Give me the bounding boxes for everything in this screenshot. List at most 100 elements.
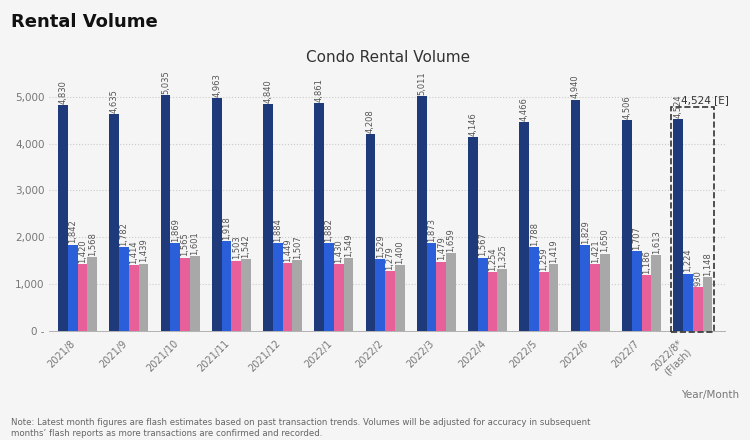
Bar [549, 264, 559, 331]
Text: 1,918: 1,918 [222, 216, 231, 240]
Bar [58, 105, 68, 331]
Bar [488, 272, 497, 331]
Bar [366, 134, 376, 331]
Text: 1,420: 1,420 [78, 240, 87, 263]
Text: 5,011: 5,011 [417, 71, 426, 95]
Text: 1,613: 1,613 [652, 231, 661, 254]
Text: 4,466: 4,466 [520, 97, 529, 121]
Text: 1,542: 1,542 [242, 234, 250, 257]
Text: 1,707: 1,707 [632, 226, 641, 250]
Bar [87, 257, 97, 331]
Text: 1,788: 1,788 [530, 222, 538, 246]
Bar [600, 253, 610, 331]
Text: 1,503: 1,503 [232, 236, 241, 259]
Text: 1,882: 1,882 [325, 218, 334, 242]
Text: 4,840: 4,840 [263, 79, 272, 103]
Text: 1,325: 1,325 [498, 244, 507, 268]
Bar [324, 243, 334, 331]
Bar [530, 247, 539, 331]
Bar [693, 287, 703, 331]
Bar [160, 95, 170, 331]
Bar [683, 274, 693, 331]
Text: 1,279: 1,279 [386, 246, 394, 270]
Text: 1,507: 1,507 [292, 235, 302, 259]
Bar [283, 263, 292, 331]
Bar [386, 271, 395, 331]
Text: 1,659: 1,659 [446, 228, 455, 252]
Bar [292, 260, 302, 331]
Text: 4,524 [E]: 4,524 [E] [681, 95, 728, 106]
Bar [622, 120, 632, 331]
Text: 4,940: 4,940 [571, 75, 580, 99]
Bar [417, 96, 427, 331]
Bar [580, 245, 590, 331]
Text: 1,414: 1,414 [129, 240, 138, 264]
Bar [273, 243, 283, 331]
Bar [376, 259, 386, 331]
Bar [139, 264, 148, 331]
Bar [446, 253, 456, 331]
Text: 1,186: 1,186 [642, 250, 651, 274]
Bar [641, 275, 651, 331]
Bar [395, 265, 405, 331]
Text: Note: Latest month figures are flash estimates based on past transaction trends.: Note: Latest month figures are flash est… [11, 418, 591, 438]
Bar [241, 259, 250, 331]
Bar [212, 99, 221, 331]
Text: 1,601: 1,601 [190, 231, 200, 255]
Text: 1,430: 1,430 [334, 239, 344, 263]
Text: 1,565: 1,565 [181, 233, 190, 257]
Bar [478, 257, 488, 331]
Text: 1,884: 1,884 [273, 218, 282, 242]
Text: Year/Month: Year/Month [681, 390, 739, 400]
Bar [571, 99, 580, 331]
Text: 4,963: 4,963 [212, 73, 221, 97]
Text: 4,208: 4,208 [366, 109, 375, 133]
Text: 4,861: 4,861 [315, 78, 324, 102]
Bar [632, 251, 641, 331]
Text: 1,479: 1,479 [436, 237, 445, 260]
Text: 1,782: 1,782 [119, 223, 128, 246]
Bar [468, 137, 478, 331]
Text: 1,400: 1,400 [395, 241, 404, 264]
Text: 1,568: 1,568 [88, 232, 97, 257]
Text: 1,567: 1,567 [478, 232, 488, 257]
Text: 5,035: 5,035 [161, 70, 170, 94]
Bar [221, 241, 231, 331]
Bar [344, 258, 353, 331]
Bar [180, 258, 190, 331]
Text: 4,506: 4,506 [622, 95, 632, 119]
Text: 4,524: 4,524 [674, 94, 682, 118]
Bar [119, 247, 129, 331]
Bar [427, 243, 436, 331]
Text: 1,529: 1,529 [376, 235, 385, 258]
Bar [497, 269, 507, 331]
Bar [703, 277, 712, 331]
Text: 1,549: 1,549 [344, 234, 353, 257]
Text: 1,873: 1,873 [427, 218, 436, 242]
Text: 1,419: 1,419 [549, 240, 558, 263]
Bar [334, 264, 344, 331]
Text: 1,449: 1,449 [283, 238, 292, 262]
Bar [263, 104, 273, 331]
Text: 4,830: 4,830 [58, 80, 68, 103]
Bar [68, 245, 77, 331]
Bar [129, 265, 139, 331]
Text: 1,650: 1,650 [600, 229, 609, 253]
Text: 1,224: 1,224 [683, 249, 692, 272]
Bar [590, 264, 600, 331]
Text: 1,842: 1,842 [68, 220, 77, 243]
Bar [520, 122, 530, 331]
Title: Condo Rental Volume: Condo Rental Volume [306, 50, 470, 65]
Text: 1,254: 1,254 [488, 247, 497, 271]
Text: 1,439: 1,439 [139, 238, 148, 262]
Bar [539, 272, 549, 331]
Bar [77, 264, 87, 331]
Text: 1,869: 1,869 [171, 218, 180, 242]
Bar [231, 260, 241, 331]
Bar [651, 255, 661, 331]
Bar [314, 103, 324, 331]
Bar [436, 262, 446, 331]
Text: 4,635: 4,635 [110, 89, 118, 113]
Text: 1,421: 1,421 [590, 240, 599, 263]
Text: 1,829: 1,829 [580, 220, 590, 244]
